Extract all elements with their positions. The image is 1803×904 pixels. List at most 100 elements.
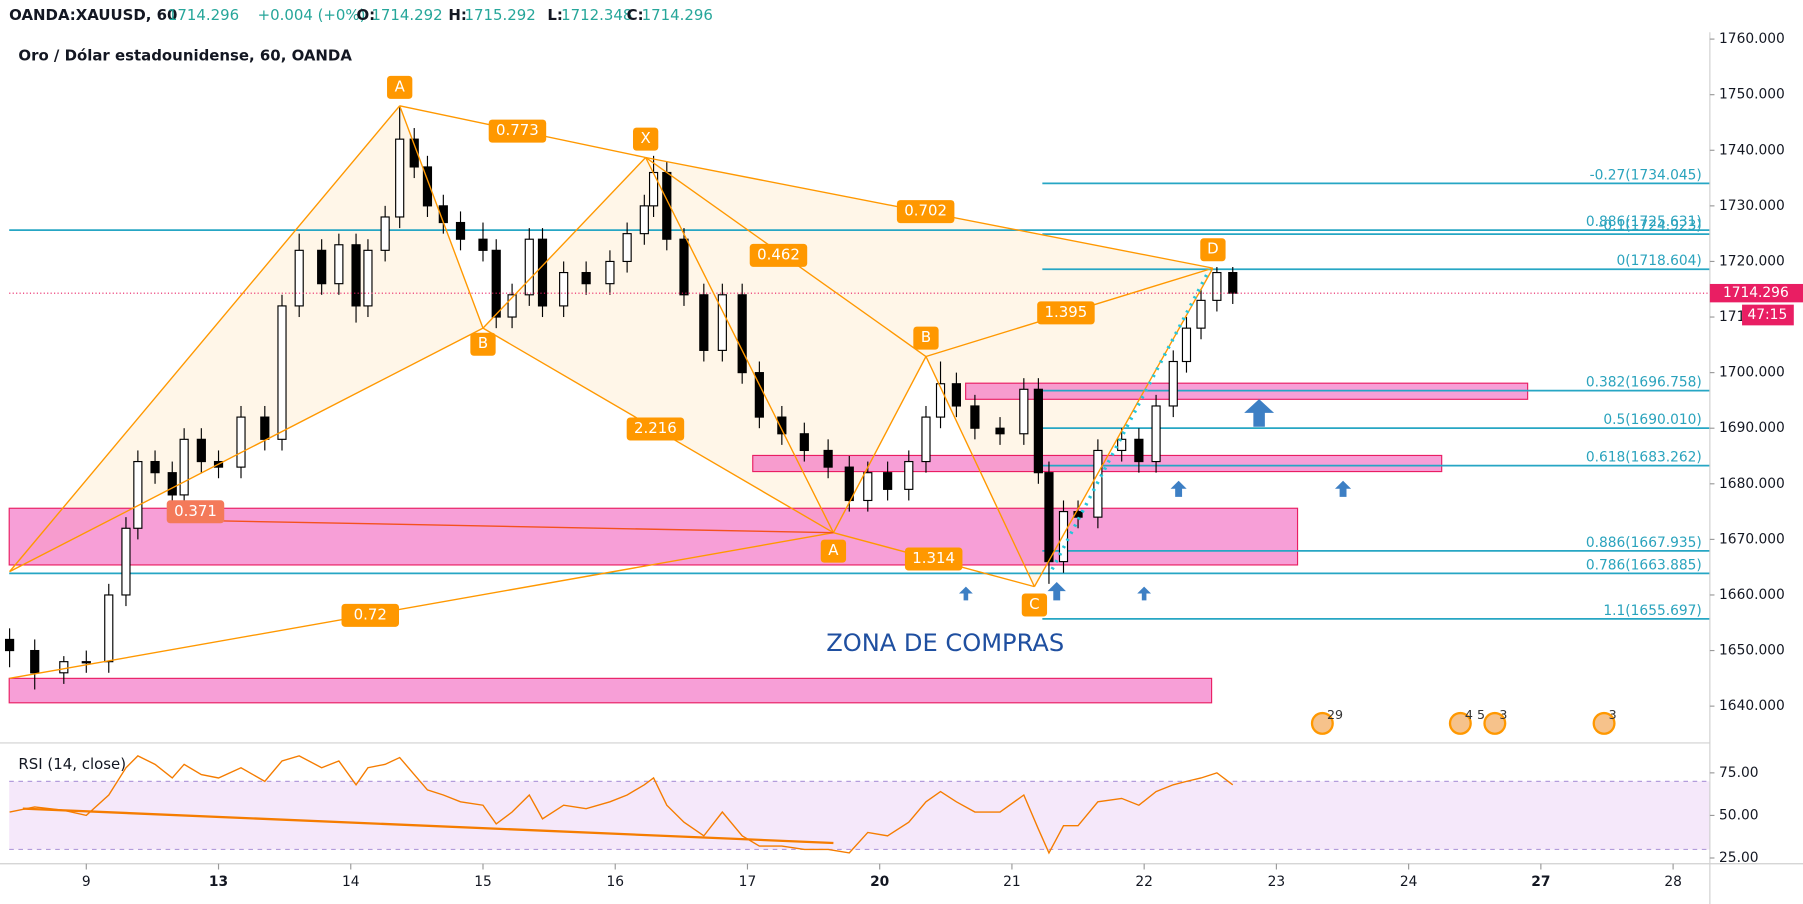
x-tick-label: 24	[1400, 874, 1418, 890]
header-item: 1714.296	[168, 6, 239, 24]
ratio-label: 1.314	[912, 549, 955, 567]
event-icon	[1483, 711, 1507, 735]
y-tick-label: 1680.000	[1719, 476, 1785, 492]
candle-body	[196, 438, 206, 463]
fib-label: 0.886(1667.935)	[1586, 535, 1702, 551]
pattern-line	[832, 356, 927, 534]
candle-body	[524, 238, 534, 296]
candle-body	[1168, 360, 1178, 407]
arrows	[958, 399, 1352, 601]
up-arrow	[1047, 581, 1066, 601]
candle-body	[351, 244, 361, 307]
candle-body	[167, 472, 177, 496]
event-icon	[1310, 711, 1334, 735]
up-arrow	[1335, 480, 1352, 497]
candle-body	[133, 460, 143, 529]
rsi-title: RSI (14, close)	[18, 755, 126, 773]
candle-body	[121, 527, 131, 596]
up-arrow	[1244, 399, 1275, 427]
y-tick-label: 1670.000	[1719, 531, 1785, 547]
x-tick-label: 16	[606, 874, 624, 890]
pattern-point-label: A	[828, 541, 839, 559]
pattern-line	[172, 519, 834, 534]
candle-body	[380, 216, 390, 251]
pattern-line	[645, 157, 835, 534]
rsi-line	[9, 755, 1234, 855]
candle-body	[883, 472, 893, 490]
header-item: 1714.292	[371, 6, 442, 24]
candle-body	[455, 221, 466, 240]
zone	[8, 677, 1213, 704]
ratio-box	[1037, 301, 1095, 325]
candle-body	[1228, 271, 1238, 294]
x-tick-label: 15	[474, 874, 492, 890]
candle-body	[970, 405, 980, 429]
candle-body	[699, 294, 709, 351]
candle-body	[1019, 388, 1029, 435]
candle-body	[1196, 299, 1206, 329]
candle-body	[921, 416, 931, 463]
annotation: ZONA DE COMPRAS	[826, 629, 1064, 657]
candle-body	[1134, 438, 1144, 463]
x-tick-label: 14	[342, 874, 360, 890]
candle-body	[363, 249, 373, 307]
countdown-bg	[1742, 304, 1794, 326]
x-tick-label: 9	[82, 874, 91, 890]
candle-body	[317, 249, 327, 285]
rsi-trendline	[22, 807, 834, 845]
ratio-label: 2.216	[634, 419, 677, 437]
candle-body	[754, 372, 764, 418]
candle-body	[679, 238, 689, 296]
y-tick-label: 1690.000	[1719, 420, 1785, 436]
candle-body	[863, 472, 873, 502]
candle-body	[904, 460, 914, 490]
candle-body	[478, 238, 488, 251]
fib-label: 0.618(1683.262)	[1586, 450, 1702, 466]
x-tick-label: 17	[739, 874, 757, 890]
candle-body	[951, 383, 961, 407]
candle-body	[422, 166, 433, 207]
header-item: H:	[448, 6, 466, 24]
pattern-point	[470, 332, 496, 356]
rsi-y-tick-label: 50.00	[1719, 807, 1758, 823]
up-arrow	[1170, 480, 1187, 497]
ratio-label: 0.773	[496, 121, 539, 139]
candle-body	[537, 238, 548, 307]
price-label-bg	[1709, 283, 1803, 303]
candle-body	[277, 305, 287, 440]
x-tick-label: 20	[870, 874, 889, 890]
candle-body	[236, 416, 246, 468]
candle-body	[179, 438, 189, 496]
pattern-fill	[9, 105, 483, 572]
candle-body	[1044, 472, 1054, 563]
candle-body	[30, 649, 40, 674]
y-tick-label: 1750.000	[1719, 87, 1785, 103]
header-item: O:	[356, 6, 375, 24]
candle-body	[1058, 511, 1069, 563]
pattern-point-label: B	[921, 328, 931, 346]
pattern-fill	[482, 157, 834, 533]
y-tick-label: 1640.000	[1719, 698, 1785, 714]
candle-body	[1212, 271, 1222, 301]
ratio-label: 0.702	[904, 202, 947, 220]
candle-body	[605, 260, 615, 285]
plot-layer: -0.27(1734.045) 0.886(1725.631)-0.1(1724.…	[4, 75, 1710, 855]
rsi-y-tick-label: 25.00	[1719, 850, 1758, 866]
x-tick-label: 23	[1268, 874, 1286, 890]
y-tick-label: 1730.000	[1719, 198, 1785, 214]
candle-body	[777, 416, 787, 435]
pattern-line	[482, 157, 647, 329]
fib-label: 1.1(1655.697)	[1603, 603, 1701, 619]
ratio-box	[626, 417, 685, 441]
ratio-label: 1.395	[1045, 303, 1088, 321]
event-label: 4 5	[1465, 707, 1485, 722]
pattern-line	[9, 105, 401, 573]
ratio-box	[749, 243, 808, 267]
pattern-line	[9, 532, 834, 680]
event-label: 3	[1609, 707, 1617, 722]
candle-body	[995, 427, 1005, 435]
x-tick-label: 13	[209, 874, 228, 890]
candle-body	[491, 249, 501, 318]
